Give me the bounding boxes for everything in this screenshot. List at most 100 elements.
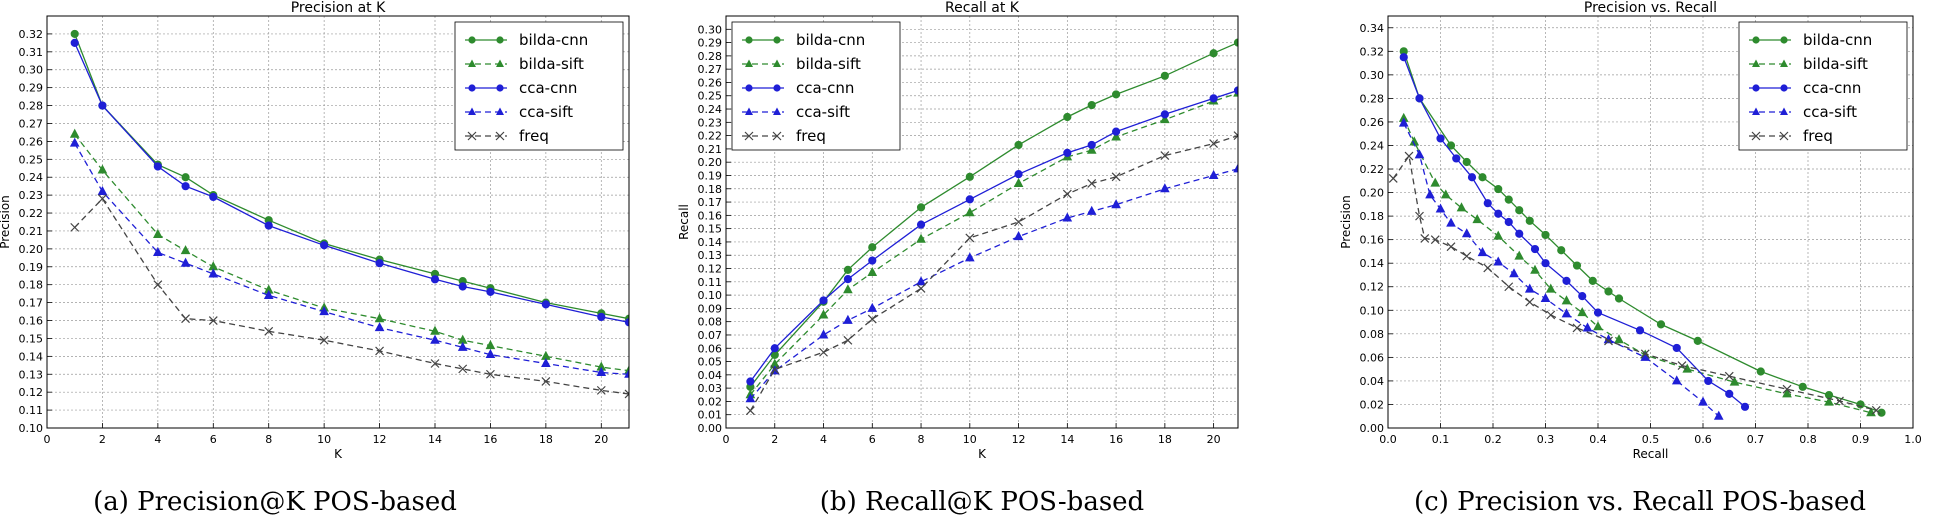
legend-marker <box>744 131 754 141</box>
data-point <box>69 128 80 138</box>
data-point <box>375 259 384 268</box>
data-point <box>1160 110 1169 119</box>
data-point <box>374 322 385 332</box>
series-group <box>69 29 629 399</box>
data-point <box>320 241 329 250</box>
legend-marker <box>1752 36 1760 44</box>
x-tick-label: 2 <box>99 433 106 446</box>
data-point <box>1063 148 1072 157</box>
data-point <box>1672 343 1681 353</box>
data-point <box>153 228 163 239</box>
data-point <box>843 314 853 324</box>
data-point <box>1545 283 1556 293</box>
data-point <box>916 284 926 293</box>
legend-label: bilda-cnn <box>1803 31 1872 49</box>
data-point <box>430 275 440 284</box>
data-point <box>208 316 218 325</box>
data-point <box>486 287 495 296</box>
data-point <box>264 326 274 336</box>
data-point <box>1514 250 1525 260</box>
x-tick-label: 8 <box>918 433 925 446</box>
y-tick-label: 0.19 <box>698 169 723 182</box>
data-point <box>1209 49 1218 58</box>
series-cca-cnn <box>746 86 1238 386</box>
y-tick-label: 0.04 <box>1360 375 1385 388</box>
data-point <box>1014 140 1023 150</box>
data-point <box>430 334 440 344</box>
y-tick-label: 0.20 <box>1360 187 1385 200</box>
x-tick-label: 20 <box>1207 433 1221 446</box>
data-point <box>1593 308 1603 317</box>
figure-caption: (c) Precision vs. Recall POS-based <box>1414 487 1866 517</box>
legend-label: bilda-cnn <box>796 31 865 49</box>
data-point <box>1504 217 1513 227</box>
data-point <box>457 341 468 351</box>
data-point <box>98 101 107 110</box>
data-point <box>264 221 273 230</box>
data-point <box>181 182 190 191</box>
data-point <box>1086 144 1097 154</box>
data-point <box>1472 214 1483 224</box>
x-axis-label: K <box>334 447 343 461</box>
series-cca-sift <box>69 137 629 378</box>
x-tick-label: 0.5 <box>1642 433 1660 446</box>
data-point <box>1425 189 1435 199</box>
data-point <box>868 243 877 252</box>
legend-marker <box>1780 59 1788 67</box>
y-tick-label: 0.32 <box>1360 45 1385 58</box>
series-line-freq <box>74 197 629 395</box>
data-point <box>597 312 606 322</box>
series-cca-sift <box>1398 117 1724 420</box>
data-point <box>1014 170 1023 179</box>
data-point <box>1698 396 1708 406</box>
x-tick-label: 16 <box>1109 433 1123 446</box>
data-point <box>1494 184 1503 194</box>
x-tick-label: 6 <box>210 433 217 446</box>
data-point <box>1062 212 1073 222</box>
data-point <box>97 185 108 196</box>
data-point <box>1209 94 1218 103</box>
data-point <box>868 256 877 265</box>
data-point <box>624 368 629 378</box>
data-point <box>1515 229 1524 238</box>
series-freq <box>745 131 1238 416</box>
y-axis-label: Recall <box>677 204 691 240</box>
data-point <box>1504 195 1513 204</box>
series-cca-cnn <box>1399 53 1750 411</box>
y-tick-label: 0.15 <box>19 332 44 345</box>
legend-label: cca-sift <box>796 103 850 121</box>
x-tick-label: 0.3 <box>1537 433 1555 446</box>
series-line-cca-sift <box>1403 122 1720 417</box>
legend-marker <box>496 84 504 92</box>
data-point <box>1494 209 1503 218</box>
data-point <box>263 289 274 299</box>
data-point <box>1509 268 1519 278</box>
data-point <box>319 335 329 345</box>
x-tick-label: 6 <box>869 433 876 446</box>
legend-marker <box>1780 36 1788 44</box>
data-point <box>1467 173 1477 182</box>
y-tick-label: 0.27 <box>19 117 44 130</box>
y-tick-label: 0.20 <box>698 156 723 169</box>
x-tick-label: 0.9 <box>1852 433 1870 446</box>
y-tick-label: 0.12 <box>19 386 44 399</box>
data-point <box>1430 177 1441 187</box>
data-point <box>1111 90 1121 99</box>
y-tick-label: 0.03 <box>698 382 723 395</box>
y-tick-label: 0.29 <box>698 37 723 50</box>
data-point <box>319 306 329 316</box>
data-point <box>867 302 878 312</box>
series-cca-sift <box>745 163 1238 403</box>
data-point <box>1540 292 1551 303</box>
data-point <box>1446 217 1456 227</box>
data-point <box>1704 376 1713 386</box>
data-point <box>916 276 926 286</box>
data-point <box>745 406 755 416</box>
y-tick-label: 0.26 <box>698 76 723 89</box>
chart-title: Recall at K <box>945 0 1020 16</box>
y-tick-label: 0.10 <box>1360 304 1385 317</box>
y-tick-label: 0.14 <box>1360 257 1385 270</box>
data-point <box>1530 244 1540 254</box>
data-point <box>153 162 162 171</box>
x-tick-label: 10 <box>317 433 331 446</box>
